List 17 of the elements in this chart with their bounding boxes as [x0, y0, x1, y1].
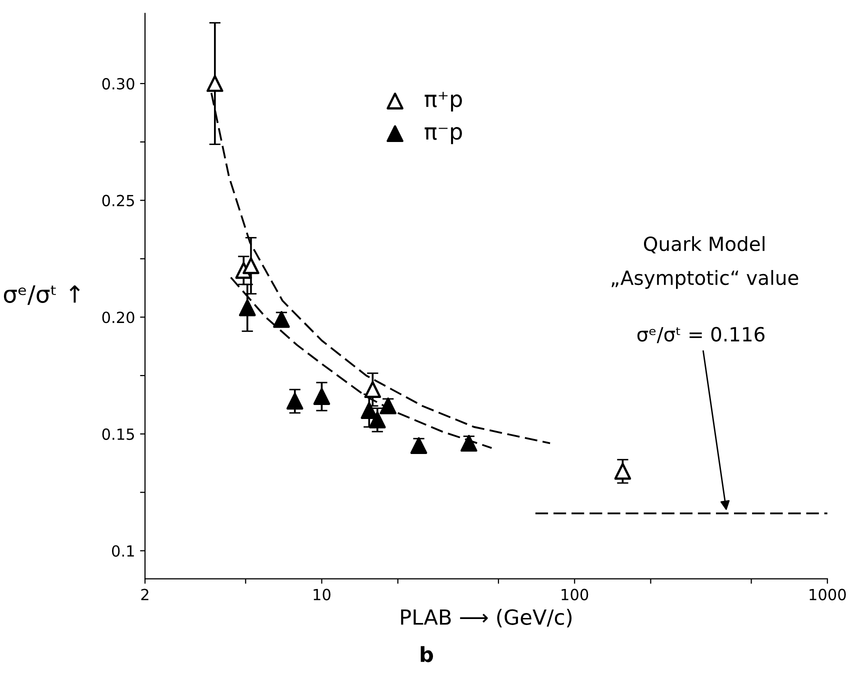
x-tick-label: 100: [562, 588, 588, 600]
y-tick-label: 0.25: [102, 194, 134, 206]
y-tick-label: 0.15: [102, 428, 134, 440]
x-axis-title: PLAB ⟶ (GeV/c): [401, 608, 572, 628]
annotation: Quark Model: [644, 236, 764, 254]
y-tick-label: 0.30: [102, 78, 134, 90]
x-tick-label: 2: [141, 588, 148, 600]
annotation: σᵉ/σᵗ = 0.116: [637, 326, 764, 344]
x-tick-label: 10: [314, 588, 330, 600]
x-tick-label: 1000: [810, 588, 846, 600]
legend-label: π⁺p: [424, 92, 462, 112]
annotation: „Asymptotic“ value: [612, 270, 798, 289]
y-tick-label: 0.1: [112, 545, 134, 557]
y-axis-title: σᵉ/σᵗ ↑: [4, 285, 80, 305]
text: b: [420, 646, 434, 662]
y-tick-label: 0.20: [102, 312, 134, 324]
legend-label: π⁻p: [424, 127, 462, 144]
